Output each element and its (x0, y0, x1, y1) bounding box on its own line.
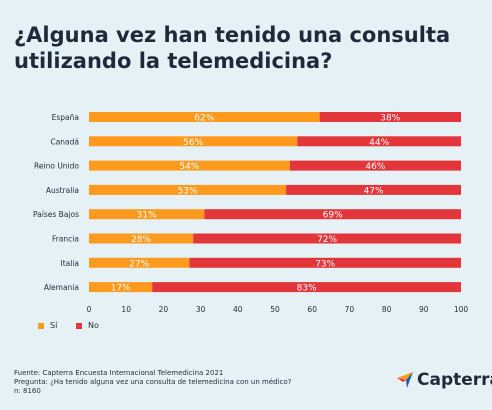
footer-sample-size: n: 8160 (14, 387, 41, 395)
x-tick-70: 70 (345, 305, 355, 314)
chart-title: ¿Alguna vez han tenido una consulta util… (14, 22, 484, 74)
capterra-logo: Capterra (396, 370, 492, 390)
bar-si-francia (89, 233, 194, 244)
chart-title-line-2: utilizando la telemedicina? (14, 49, 333, 73)
bar-no-reino-unido (289, 160, 461, 171)
legend-label-no: No (88, 321, 99, 330)
category-label-francia: Francia (52, 235, 79, 244)
bar-no-italia (189, 257, 461, 268)
data-label-si-canada: 56% (183, 138, 203, 148)
data-label-no-paises-bajos: 69% (323, 211, 343, 221)
category-label-espana: España (52, 113, 79, 122)
bar-si-espana (89, 112, 320, 122)
bar-si-reino-unido (89, 160, 290, 171)
bar-no-espana (319, 112, 461, 122)
x-tick-80: 80 (382, 305, 392, 314)
data-label-no-canada: 44% (369, 138, 389, 148)
x-tick-90: 90 (419, 305, 429, 314)
data-label-no-australia: 47% (364, 186, 384, 196)
data-label-no-espana: 38% (380, 114, 400, 124)
data-label-si-australia: 53% (178, 186, 198, 196)
chart-title-line-1: ¿Alguna vez han tenido una consulta (14, 23, 451, 47)
data-label-no-italia: 73% (315, 259, 335, 269)
bar-no-australia (286, 184, 461, 195)
footer: Fuente: Capterra Encuesta Internacional … (14, 369, 291, 396)
bar-si-canada (89, 136, 298, 147)
data-label-no-alemania: 83% (297, 284, 317, 294)
x-tick-60: 60 (307, 305, 317, 314)
category-label-canada: Canadá (50, 137, 79, 146)
data-label-si-italia: 27% (129, 259, 149, 269)
x-tick-30: 30 (196, 305, 206, 314)
x-tick-0: 0 (87, 305, 92, 314)
category-label-paises-bajos: Países Bajos (33, 210, 79, 219)
data-label-si-espana: 62% (194, 114, 214, 124)
x-tick-50: 50 (270, 305, 280, 314)
category-label-reino-unido: Reino Unido (34, 162, 79, 171)
data-label-si-reino-unido: 54% (179, 162, 199, 172)
x-tick-10: 10 (121, 305, 131, 314)
bar-no-paises-bajos (204, 209, 461, 220)
legend-label-si: Sí (50, 321, 58, 330)
bar-si-italia (89, 257, 190, 268)
data-label-si-paises-bajos: 31% (137, 211, 157, 221)
legend-swatch-si (38, 322, 44, 329)
bar-no-francia (193, 233, 461, 244)
data-label-no-reino-unido: 46% (365, 162, 385, 172)
data-label-no-francia: 72% (317, 235, 337, 245)
category-label-alemania: Alemania (44, 283, 79, 292)
category-label-australia: Australia (46, 186, 79, 195)
bar-no-alemania (152, 282, 462, 293)
capterra-logo-text: Capterra (417, 370, 492, 390)
legend-item-no: No (76, 321, 99, 330)
bar-si-australia (89, 184, 287, 195)
bar-si-paises-bajos (89, 209, 205, 220)
bar-no-canada (297, 136, 461, 147)
x-tick-20: 20 (159, 305, 169, 314)
footer-source: Fuente: Capterra Encuesta Internacional … (14, 369, 224, 377)
bar-si-alemania (89, 282, 153, 293)
x-tick-100: 100 (454, 305, 469, 314)
x-tick-40: 40 (233, 305, 243, 314)
data-label-si-alemania: 17% (111, 284, 131, 294)
category-label-italia: Italia (60, 259, 79, 268)
data-label-si-francia: 28% (131, 235, 151, 245)
stacked-bar-chart: España 62% 38% Canadá 56% 44% Reino Unido 54% 46… (33, 112, 469, 314)
capterra-arrow-icon (397, 372, 413, 388)
legend-item-si: Sí (38, 321, 57, 330)
legend-swatch-no (76, 322, 82, 329)
footer-question: Pregunta: ¿Ha tenido alguna vez una cons… (14, 378, 292, 386)
